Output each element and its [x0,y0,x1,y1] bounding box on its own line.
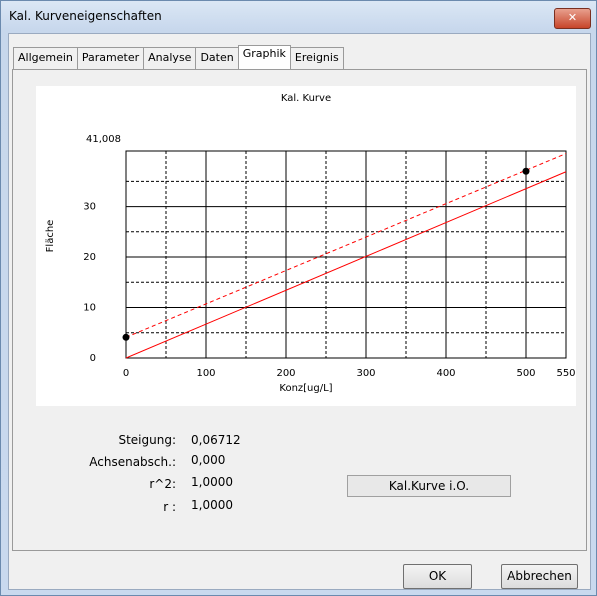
ok-button[interactable]: OK [403,564,472,589]
x-tick-label: 500 [516,368,535,379]
y-tick-label: 10 [83,303,96,314]
x-tick-label: 200 [276,368,295,379]
chart-title: Kal. Kurve [281,93,331,104]
x-tick-label: 300 [356,368,375,379]
plot-border [125,150,567,359]
y-tick-label: 0 [90,353,96,364]
stat-value: 0,000 [191,453,226,467]
y-axis-label: Fläche [45,220,56,253]
tab-strip: Allgemein Parameter Analyse Daten Graphik Ere… [13,45,344,69]
x-tick-label: 550 [556,368,575,379]
data-point [522,167,530,175]
tab[interactable]: Ereignis [289,47,344,69]
x-tick-label: 0 [123,368,129,379]
tab[interactable]: Analyse [143,47,197,69]
calibration-line [125,171,567,359]
client-area: Allgemein Parameter Analyse Daten Graphik Ere… [8,33,591,590]
stat-label: Achsenabsch.: [89,455,176,469]
stat-value: 1,0000 [191,498,233,512]
cancel-button[interactable]: Abbrechen [501,564,578,589]
data-point [122,333,130,341]
x-axis-label: Konz[ug/L] [279,383,332,394]
stat-value: 1,0000 [191,475,233,489]
tab[interactable]: Daten [195,47,239,69]
tab[interactable]: Graphik [237,45,291,69]
x-tick-label: 400 [436,368,455,379]
calibration-line [125,153,567,338]
stat-label: r^2: [149,477,176,491]
window-title: Kal. Kurveneigenschaften [9,9,162,23]
stat-value: 0,06712 [191,433,241,447]
chart: Kal. Kurve Konz[ug/L] Fläche 0 100 200 300 4… [36,86,576,406]
y-tick-label: 41,008 [86,134,121,145]
stat-label: Steigung: [118,433,176,447]
y-tick-label: 30 [83,202,96,213]
stat-label: r : [163,500,176,514]
x-tick-label: 100 [196,368,215,379]
y-tick-label: 20 [83,252,96,263]
tab[interactable]: Parameter [76,47,145,69]
status-button[interactable]: Kal.Kurve i.O. [347,475,511,497]
close-button[interactable]: ✕ [554,8,591,29]
tab[interactable]: Allgemein [13,47,78,69]
